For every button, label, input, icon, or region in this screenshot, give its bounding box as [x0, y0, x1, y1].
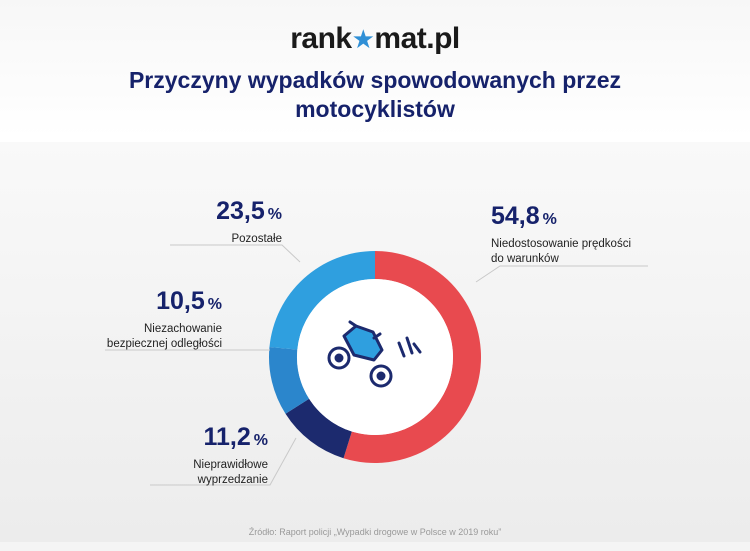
label-wyprzedzanie: 11,2% Nieprawidłowe wyprzedzanie: [150, 423, 268, 488]
brand-logo: rank★mat.pl: [0, 22, 750, 56]
label-text: Pozostałe: [231, 233, 282, 245]
donut-slice: [343, 251, 481, 464]
leader-line: [170, 244, 301, 263]
chart-title: Przyczyny wypadków spowodowanych przez m…: [128, 67, 622, 122]
donut-slices: [269, 251, 481, 464]
brand-text-end: mat.pl: [374, 22, 460, 55]
leader-lines: [105, 244, 648, 486]
donut-slice: [269, 347, 310, 414]
label-value: 10,5%: [156, 287, 222, 315]
label-value: 11,2%: [203, 423, 268, 451]
label-pozostale: 23,5% Pozostałe: [170, 197, 282, 247]
label-predkosc: 54,8% Niedostosowanie prędkości do warunk…: [491, 202, 681, 267]
source-note: Źródło: Raport policji „Wypadki drogowe …: [248, 527, 502, 537]
donut-slice: [269, 251, 375, 350]
donut-slice: [285, 398, 352, 459]
leader-line: [475, 265, 648, 283]
label-value: 23,5%: [216, 197, 282, 225]
star-icon: ★: [351, 24, 375, 54]
motorcycle-icon: [327, 320, 422, 388]
label-text: Niezachowanie bezpiecznej odległości: [106, 323, 222, 350]
brand-text-start: rank: [290, 22, 352, 55]
label-value: 54,8%: [491, 202, 557, 230]
label-text: Niedostosowanie prędkości do warunków: [491, 238, 631, 265]
leader-line: [150, 437, 297, 486]
label-text: Nieprawidłowe wyprzedzanie: [193, 459, 268, 486]
label-odleglosc: 10,5% Niezachowanie bezpiecznej odległośc…: [100, 287, 222, 352]
